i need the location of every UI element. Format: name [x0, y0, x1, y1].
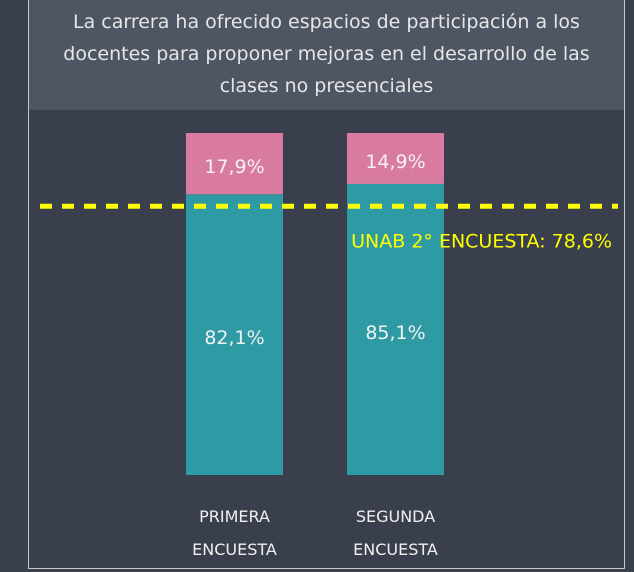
bar-segment: [347, 183, 444, 475]
bar-segment: [186, 133, 283, 195]
value-label: 85,1%: [365, 322, 425, 344]
chart-title: La carrera ha ofrecido espacios de parti…: [63, 11, 590, 97]
bar-segment: [186, 194, 283, 475]
reference-label: UNAB 2° ENCUESTA: 78,6%: [351, 231, 612, 253]
chart-border: [28, 0, 625, 569]
title-band: [29, 0, 624, 110]
value-label: 17,9%: [204, 156, 264, 178]
x-tick-label: PRIMERA ENCUESTA: [192, 507, 277, 559]
bar-segment: [347, 133, 444, 184]
value-label: 14,9%: [365, 151, 425, 173]
x-tick-label: SEGUNDA ENCUESTA: [353, 507, 438, 559]
value-label: 82,1%: [204, 327, 264, 349]
